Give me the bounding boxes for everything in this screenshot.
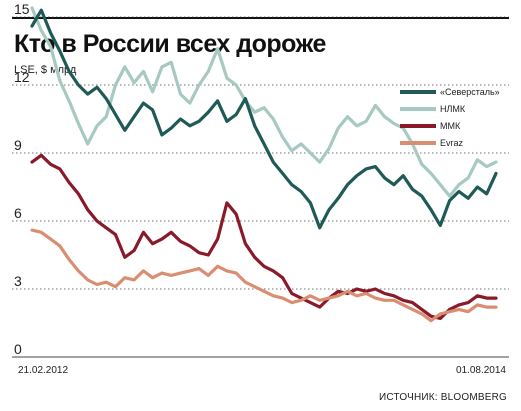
y-tick-label-15: 15 — [14, 1, 30, 17]
series-line-1 — [30, 6, 498, 198]
chart-title: Кто в России всех дороже — [14, 30, 326, 58]
y-tick-label-12: 12 — [14, 69, 30, 85]
legend-label-0: «Северсталь» — [440, 87, 500, 97]
series-line-2 — [30, 153, 498, 321]
x-end-label: 01.08.2014 — [456, 365, 506, 376]
legend-label-3: Evraz — [440, 138, 464, 148]
legend: «Северсталь» НЛМК ММК Evraz — [400, 87, 500, 148]
series-line-0 — [30, 8, 498, 230]
legend-label-2: ММК — [440, 121, 461, 131]
source-note: ИСТОЧНИК: BLOOMBERG — [378, 392, 507, 403]
y-tick-label-3: 3 — [14, 273, 22, 289]
x-start-label: 21.02.2012 — [18, 365, 68, 376]
gridlines — [12, 16, 509, 358]
y-tick-label-0: 0 — [14, 341, 22, 357]
y-tick-labels: 0 3 6 9 12 15 — [14, 1, 30, 357]
legend-label-1: НЛМК — [440, 104, 466, 114]
y-tick-label-6: 6 — [14, 205, 22, 221]
y-tick-label-9: 9 — [14, 137, 22, 153]
chart-subtitle: LSE, $ млрд — [14, 64, 77, 76]
series-lines — [30, 6, 498, 323]
series-line-3 — [30, 228, 498, 323]
